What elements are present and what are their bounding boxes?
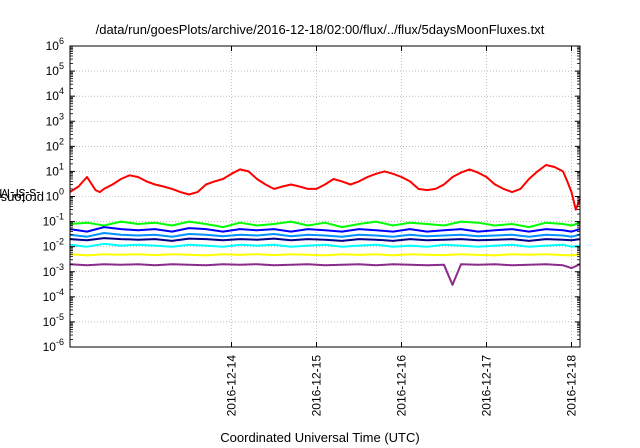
y-tick-label: 100 xyxy=(46,187,64,204)
x-tick-label: 2016-12-18 xyxy=(565,355,579,417)
series-line-7 xyxy=(69,253,581,257)
chart-title: /data/run/goesPlots/archive/2016-12-18/0… xyxy=(95,22,545,37)
y-tick-label: 104 xyxy=(46,86,64,103)
series-group xyxy=(69,164,581,286)
y-ticks: 10-6 10-5 10-4 10-3 10-2 10-1 100 101 102 103 104 1… xyxy=(43,36,580,354)
y-tick-label: 105 xyxy=(46,61,64,78)
y-tick-label: 10-4 xyxy=(43,287,64,304)
series-line-4 xyxy=(69,232,581,238)
y-tick-label: 10-6 xyxy=(43,337,64,354)
series-line-2 xyxy=(69,220,581,229)
series-line-8 xyxy=(69,263,581,286)
y-tick-label: 10-3 xyxy=(43,262,64,279)
x-tick-label: 2016-12-14 xyxy=(225,355,239,417)
series-line-1 xyxy=(69,164,581,211)
x-ticks: 2016-12-14 2016-12-15 2016-12-16 2016-12-17… xyxy=(225,46,579,416)
y-tick-label: 10-5 xyxy=(43,312,64,329)
series-line-5 xyxy=(69,237,581,242)
y-tick-label: 10-1 xyxy=(43,212,64,229)
x-axis-label: Coordinated Universal Time (UTC) xyxy=(220,430,420,445)
y-tick-label: 103 xyxy=(46,111,64,128)
series-line-3 xyxy=(69,226,581,233)
x-tick-label: 2016-12-16 xyxy=(395,355,409,417)
grid-lines xyxy=(70,46,580,347)
series-line-6 xyxy=(69,242,581,248)
y-tick-label: 102 xyxy=(46,136,64,153)
x-tick-label: 2016-12-15 xyxy=(310,355,324,417)
y-tick-label: 106 xyxy=(46,36,64,53)
y-tick-label: 10-2 xyxy=(43,237,64,254)
x-tick-label: 2016-12-17 xyxy=(480,355,494,417)
y-tick-label: 101 xyxy=(46,161,64,178)
